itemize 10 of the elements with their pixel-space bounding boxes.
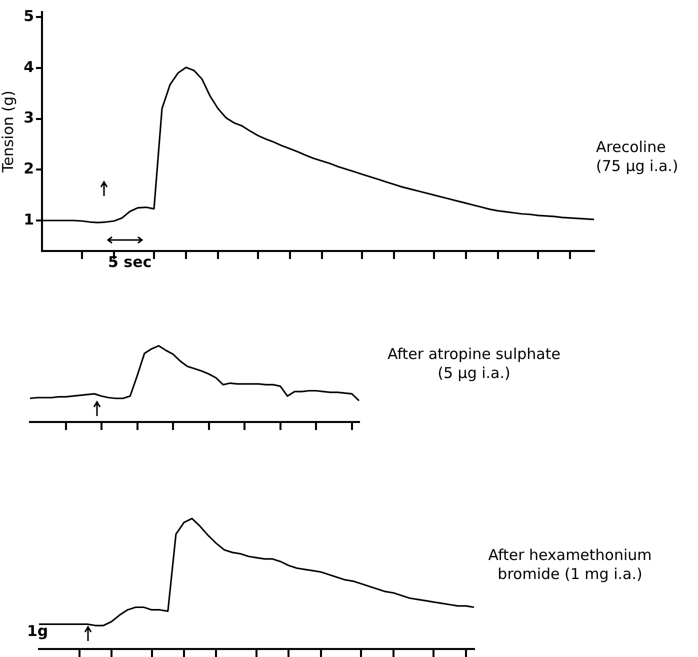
text: After hexamethonium bromide (1 mg i.a.) (487, 546, 653, 584)
y-tick-label: 5 (24, 6, 34, 25)
y-tick-label: 1 (24, 210, 34, 228)
annotation: 1g (27, 622, 48, 641)
y-axis-title: Tension (g) (0, 90, 17, 174)
y-tick-label: 2 (24, 160, 34, 178)
text: After atropine sulphate (5 μg i.a.) (386, 345, 562, 383)
text: Arecoline (75 μg i.a.) (596, 138, 680, 176)
y-tick-label: 4 (24, 58, 34, 76)
y-tick-label: 3 (24, 108, 34, 127)
